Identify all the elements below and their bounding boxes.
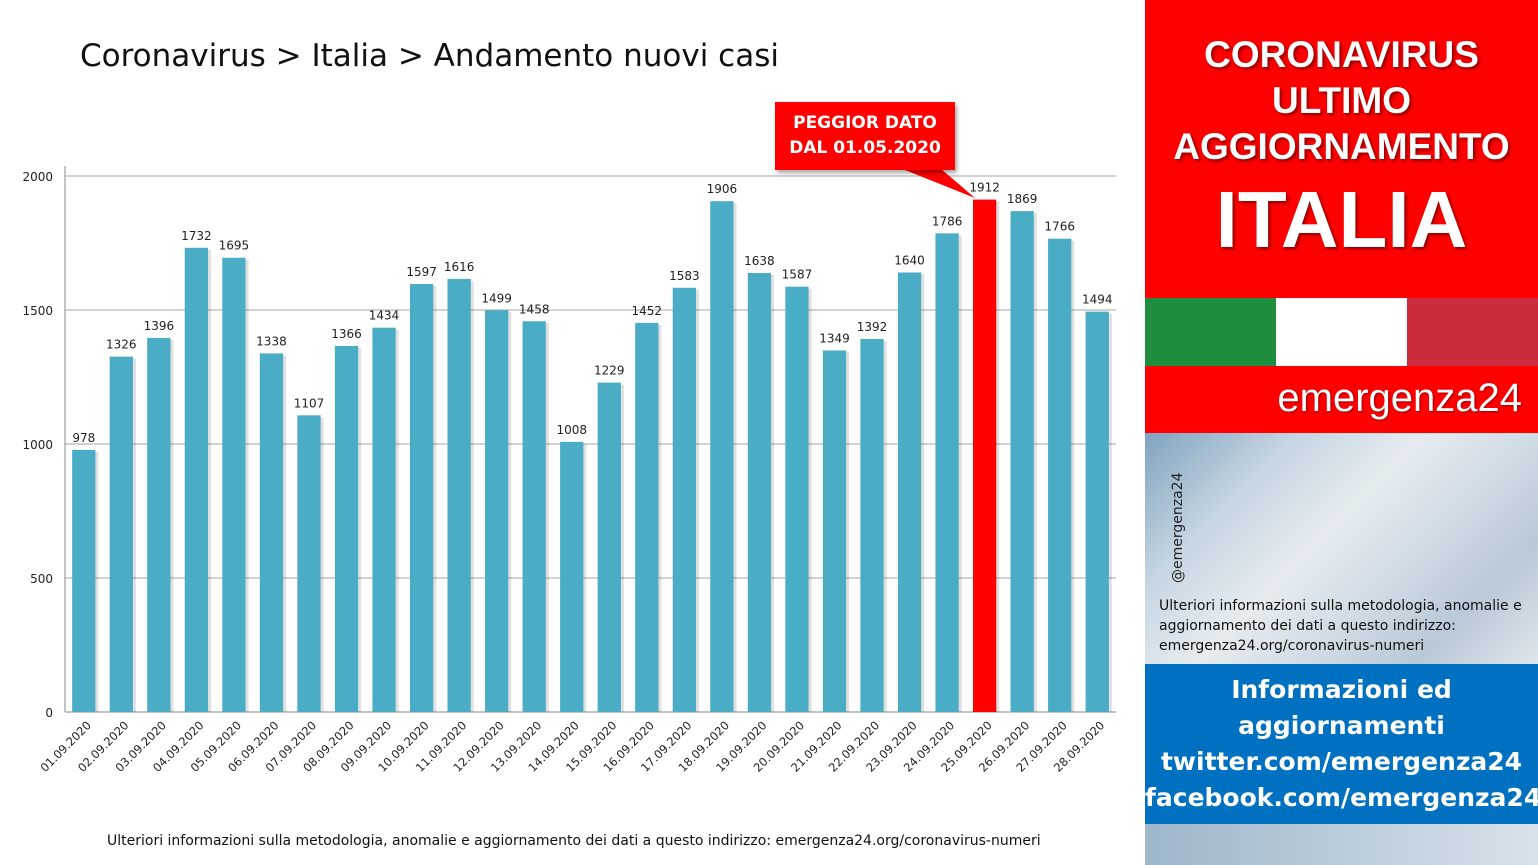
data-label: 1587 — [782, 268, 813, 282]
twitter-link[interactable]: twitter.com/emergenza24 — [1160, 747, 1523, 776]
flag-green-stripe — [1145, 298, 1276, 366]
headline-line-3: AGGIORNAMENTO — [1173, 126, 1510, 167]
headline-panel: CORONAVIRUS ULTIMO AGGIORNAMENTO ITALIA — [1145, 0, 1538, 298]
data-label: 1008 — [556, 423, 587, 437]
data-label: 1638 — [744, 254, 775, 268]
callout-line-1: PEGGIOR DATO — [793, 113, 937, 133]
data-label: 1869 — [1007, 192, 1038, 206]
flag-white-stripe — [1276, 298, 1407, 366]
bar — [860, 338, 884, 712]
headline-line-1: CORONAVIRUS — [1204, 34, 1479, 75]
photo-strip — [1145, 824, 1538, 865]
data-label: 1452 — [632, 304, 663, 318]
bar — [1048, 238, 1072, 712]
bar — [1085, 311, 1109, 712]
bar — [672, 287, 696, 712]
data-label: 1616 — [444, 260, 475, 274]
worst-data-callout: PEGGIOR DATO DAL 01.05.2020 — [775, 102, 955, 170]
data-label: 1732 — [181, 229, 212, 243]
headline-text: CORONAVIRUS ULTIMO AGGIORNAMENTO — [1145, 32, 1538, 170]
headline-line-2: ULTIMO — [1271, 80, 1412, 121]
bar-chart: 050010001500200097801.09.2020132602.09.2… — [22, 166, 1116, 775]
page-title: Coronavirus > Italia > Andamento nuovi c… — [80, 38, 779, 74]
bar — [109, 356, 133, 712]
data-label: 1912 — [969, 181, 1000, 195]
methodology-note: Ulteriori informazioni sulla metodologia… — [1159, 598, 1522, 654]
bar — [597, 382, 621, 712]
data-label: 1338 — [256, 334, 287, 348]
bar — [334, 345, 359, 712]
info-line-1: Informazioni ed — [1231, 675, 1452, 704]
data-label: 1349 — [819, 331, 850, 345]
bar — [1010, 211, 1034, 712]
brand-logo-text: emergenza24 — [1277, 376, 1522, 420]
data-label: 1640 — [894, 253, 925, 267]
bar — [259, 353, 284, 712]
bar — [747, 273, 772, 712]
data-label: 1458 — [519, 302, 550, 316]
sidebar: CORONAVIRUS ULTIMO AGGIORNAMENTO ITALIA … — [1145, 0, 1538, 865]
y-tick-label: 500 — [30, 572, 53, 586]
bar — [635, 322, 659, 712]
data-label: 1229 — [594, 364, 625, 378]
info-line-2: aggiornamenti — [1238, 711, 1445, 740]
bar-highlight — [972, 199, 997, 713]
data-label: 1366 — [331, 327, 362, 341]
facebook-link[interactable]: facebook.com/emergenza24 — [1145, 783, 1538, 812]
y-tick-label: 1000 — [22, 438, 53, 452]
background-photo: @emergenza24 Ulteriori informazioni sull… — [1145, 433, 1538, 664]
data-label: 1906 — [707, 182, 738, 196]
data-label: 1597 — [406, 265, 437, 279]
data-label: 1695 — [219, 239, 250, 253]
bar — [447, 278, 471, 712]
data-label: 1107 — [294, 396, 325, 410]
info-panel: Informazioni ed aggiornamenti twitter.co… — [1145, 664, 1538, 824]
brand-bar: emergenza24 — [1145, 366, 1538, 433]
data-label: 1583 — [669, 269, 700, 283]
footer-note: Ulteriori informazioni sulla metodologia… — [107, 833, 1041, 849]
bar — [222, 257, 246, 712]
bar — [297, 415, 321, 712]
y-tick-label: 0 — [45, 706, 53, 720]
data-label: 1766 — [1044, 220, 1075, 234]
callout-line-2: DAL 01.05.2020 — [789, 138, 941, 158]
bar — [897, 272, 922, 712]
bar — [485, 310, 509, 712]
bar — [409, 284, 434, 712]
data-label: 1786 — [932, 214, 963, 228]
callout-pointer — [900, 168, 975, 198]
bar — [184, 247, 209, 712]
bar — [147, 337, 171, 712]
y-tick-label: 1500 — [22, 304, 53, 318]
social-handle: @emergenza24 — [1170, 472, 1186, 584]
bar — [785, 286, 809, 712]
bar — [560, 441, 584, 712]
flag-red-stripe — [1407, 298, 1538, 366]
data-label: 1434 — [369, 309, 400, 323]
y-tick-label: 2000 — [22, 170, 53, 184]
data-label: 1499 — [481, 291, 512, 305]
data-label: 978 — [72, 431, 95, 445]
data-label: 1396 — [144, 319, 175, 333]
bar — [372, 327, 396, 712]
data-label: 1326 — [106, 338, 137, 352]
bar — [822, 350, 847, 712]
bar — [710, 201, 734, 712]
bar — [935, 233, 959, 713]
data-label: 1392 — [857, 320, 888, 334]
bar — [522, 321, 546, 712]
country-label: ITALIA — [1215, 175, 1468, 264]
bar — [72, 449, 96, 712]
data-label: 1494 — [1082, 293, 1113, 307]
